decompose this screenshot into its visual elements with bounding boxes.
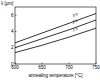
series-line bbox=[15, 28, 96, 52]
x-tick bbox=[15, 63, 16, 65]
y-tick bbox=[15, 15, 17, 16]
x-tick bbox=[69, 63, 70, 65]
y-tick-label: 2 bbox=[11, 45, 14, 50]
x-tick-label: 650 bbox=[38, 65, 46, 70]
series-group bbox=[15, 14, 96, 53]
series-label: 3 h bbox=[72, 11, 80, 18]
y-tick bbox=[15, 64, 17, 65]
y-tick-label: 4 bbox=[11, 29, 14, 34]
series-line bbox=[15, 20, 96, 48]
y-tick-label: 6 bbox=[11, 13, 14, 18]
series-line bbox=[15, 14, 96, 43]
y-axis-label: λ [μm] bbox=[1, 1, 13, 6]
x-tick bbox=[96, 63, 97, 65]
series-label: 2 h bbox=[71, 18, 80, 25]
x-tick-label: 750 bbox=[92, 65, 100, 70]
x-axis-label: annealing temperature [°C] bbox=[29, 73, 83, 78]
chart: 6006507007500246annealing temperature [°… bbox=[0, 0, 100, 80]
plot-frame bbox=[15, 7, 96, 64]
x-tick bbox=[42, 63, 43, 65]
series-label: 1 h bbox=[72, 25, 80, 32]
series-labels: 3 h2 h1 h bbox=[71, 11, 80, 32]
y-tick bbox=[15, 31, 17, 32]
x-tick-label: 700 bbox=[65, 65, 73, 70]
y-tick-label: 0 bbox=[11, 62, 14, 67]
